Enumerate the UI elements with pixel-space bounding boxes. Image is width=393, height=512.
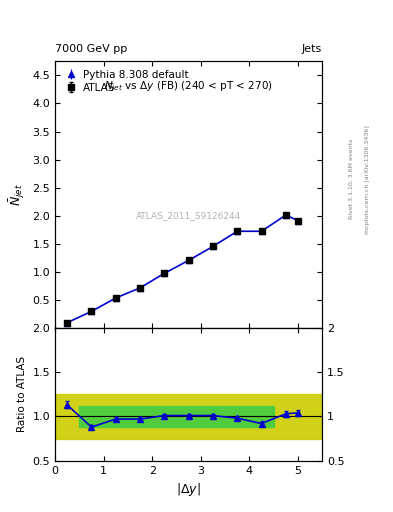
Text: Jets: Jets bbox=[302, 44, 322, 54]
Text: mcplots.cern.ch [arXiv:1306.3436]: mcplots.cern.ch [arXiv:1306.3436] bbox=[365, 125, 370, 233]
Text: ATLAS_2011_S9126244: ATLAS_2011_S9126244 bbox=[136, 211, 241, 220]
Text: $N_{jet}$ vs $\Delta y$ (FB) (240 < pT < 270): $N_{jet}$ vs $\Delta y$ (FB) (240 < pT <… bbox=[104, 80, 273, 95]
Text: 7000 GeV pp: 7000 GeV pp bbox=[55, 44, 127, 54]
Text: Rivet 3.1.10, 3.6M events: Rivet 3.1.10, 3.6M events bbox=[349, 139, 354, 219]
Y-axis label: $\bar{N}_{jet}$: $\bar{N}_{jet}$ bbox=[7, 183, 27, 206]
Y-axis label: Ratio to ATLAS: Ratio to ATLAS bbox=[17, 356, 27, 432]
X-axis label: $|\Delta y|$: $|\Delta y|$ bbox=[176, 481, 201, 498]
Legend: Pythia 8.308 default, ATLAS: Pythia 8.308 default, ATLAS bbox=[60, 67, 192, 96]
